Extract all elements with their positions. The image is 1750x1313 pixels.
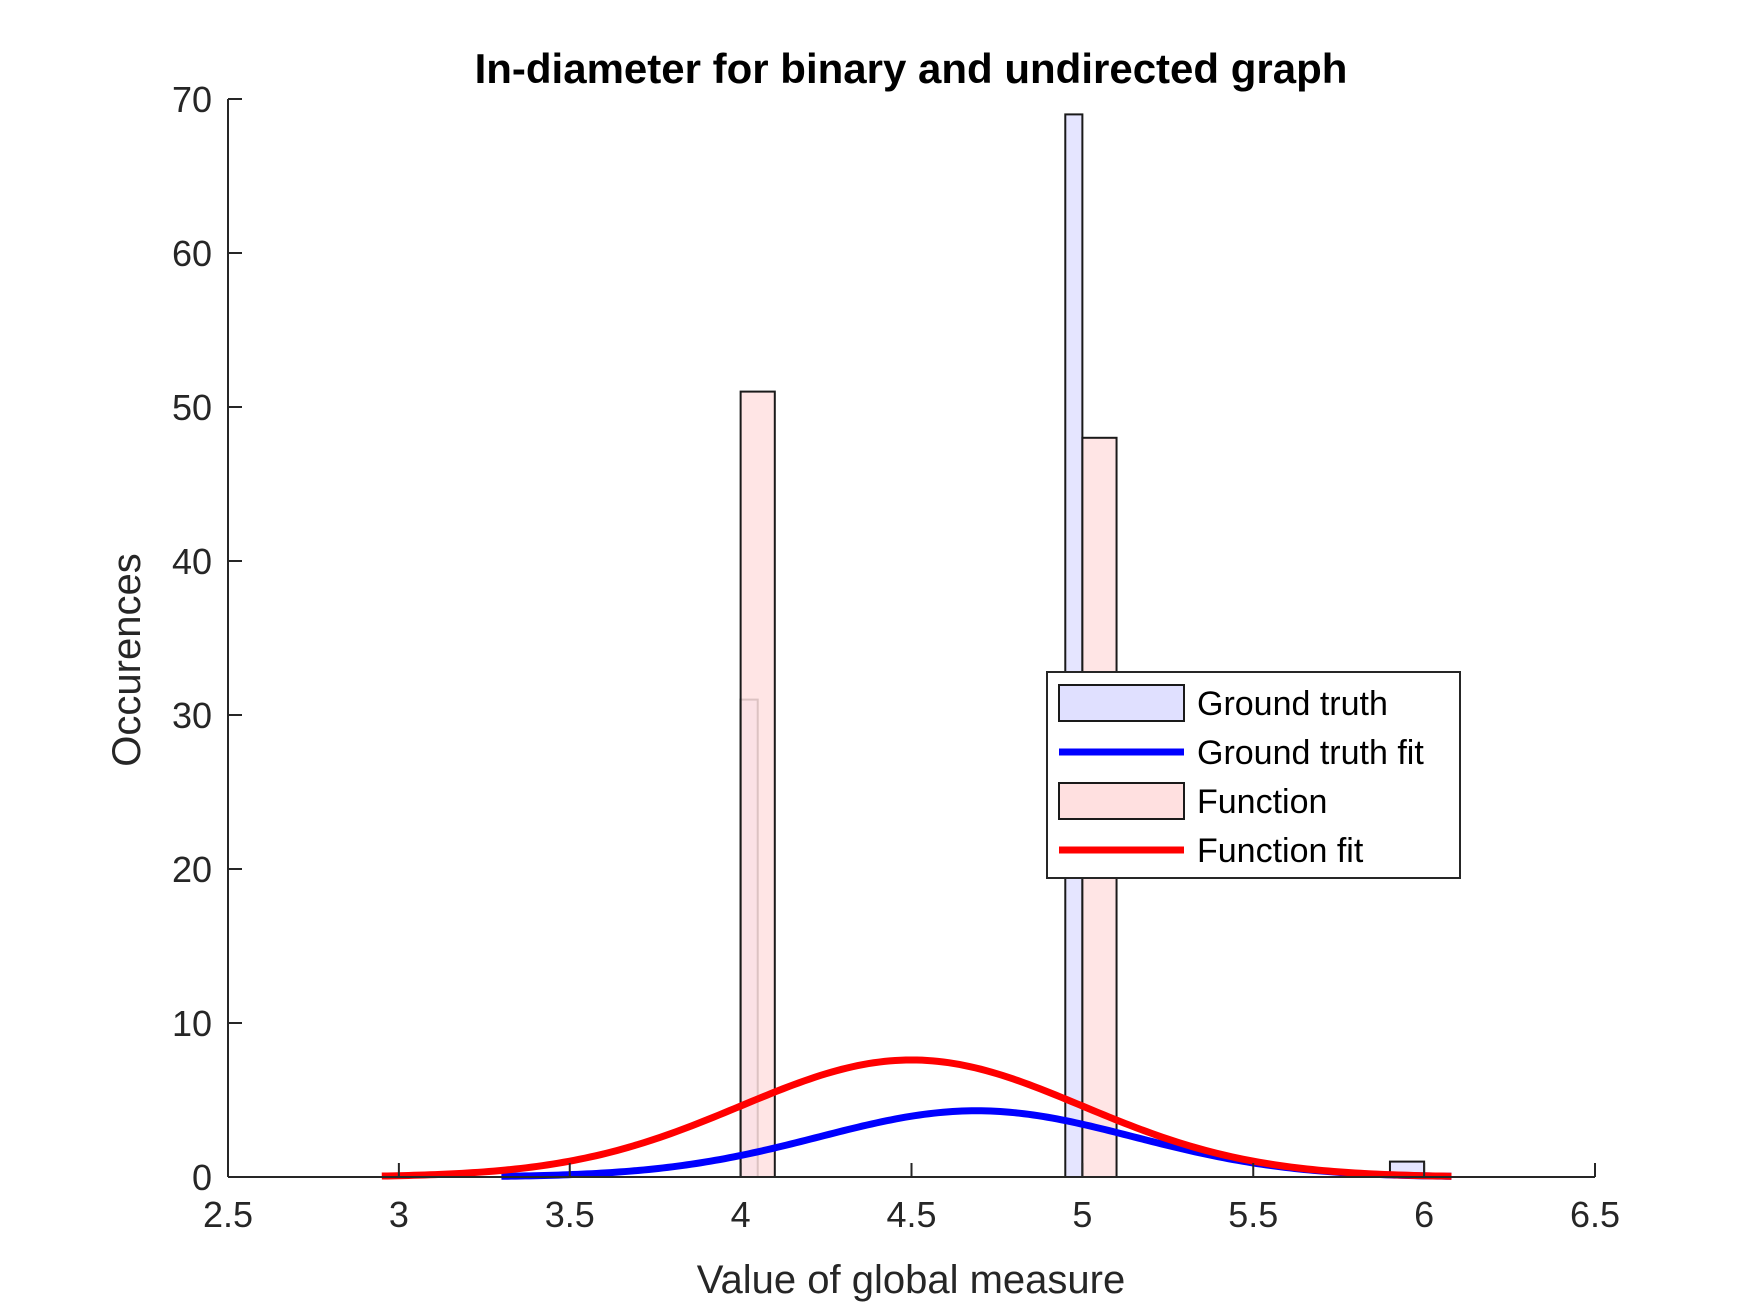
legend-label-3: Function fit xyxy=(1197,832,1364,870)
fit-curves xyxy=(381,1056,1452,1180)
x-axis-label: Value of global measure xyxy=(697,1258,1125,1302)
axes: 2.5 3 3.5 4 4.5 5 5.5 6 6.5 0 10 20 30 40 50 60 70 xyxy=(172,79,1620,1235)
x-tick-label: 2.5 xyxy=(203,1194,253,1235)
x-tick-label: 6.5 xyxy=(1570,1194,1620,1235)
x-tick-label: 5 xyxy=(1072,1194,1092,1235)
y-tick-label: 70 xyxy=(172,79,212,120)
y-tick-label: 40 xyxy=(172,541,212,582)
y-tick-label: 30 xyxy=(172,695,212,736)
fit-curve-3 xyxy=(381,1056,1452,1180)
x-tick-label: 6 xyxy=(1414,1194,1434,1235)
x-tick-label: 3 xyxy=(389,1194,409,1235)
legend-swatch-2 xyxy=(1058,782,1185,820)
y-tick-label: 10 xyxy=(172,1003,212,1044)
x-tick-label: 3.5 xyxy=(545,1194,595,1235)
legend-swatch-0 xyxy=(1058,684,1185,722)
y-axis-label: Occurences xyxy=(105,553,149,766)
chart-title: In-diameter for binary and undirected gr… xyxy=(475,45,1348,92)
x-tick-label: 5.5 xyxy=(1228,1194,1278,1235)
legend-label-2: Function xyxy=(1197,783,1327,821)
y-tick-label: 20 xyxy=(172,849,212,890)
legend: Ground truth Ground truth fit Function Func… xyxy=(1046,671,1461,879)
bar-0-1 xyxy=(1064,113,1084,1178)
y-tick-label: 0 xyxy=(192,1157,212,1198)
legend-label-1: Ground truth fit xyxy=(1197,734,1424,772)
y-tick-label: 50 xyxy=(172,387,212,428)
legend-label-0: Ground truth xyxy=(1197,685,1388,723)
x-tick-label: 4.5 xyxy=(886,1194,936,1235)
bar-2-0 xyxy=(739,390,776,1179)
y-tick-label: 60 xyxy=(172,233,212,274)
x-tick-label: 4 xyxy=(731,1194,751,1235)
